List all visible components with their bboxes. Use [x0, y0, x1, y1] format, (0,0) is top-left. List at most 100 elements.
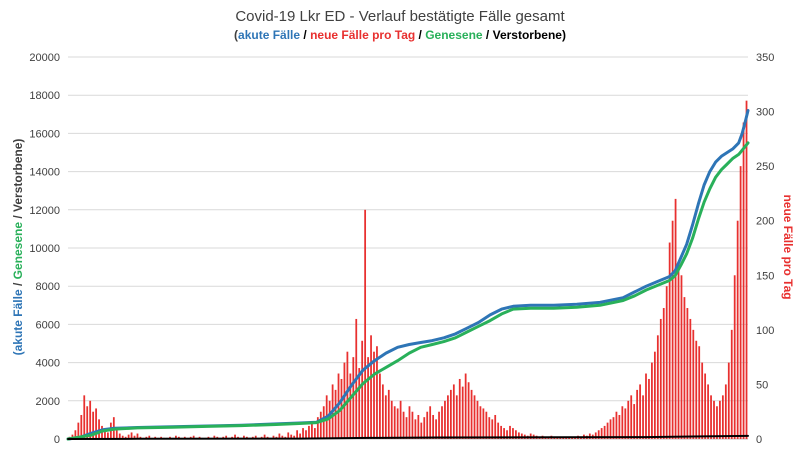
bar-neue-faelle	[662, 308, 665, 439]
bar-neue-faelle	[278, 433, 281, 439]
bar-neue-faelle	[695, 340, 698, 439]
line-series	[66, 109, 750, 441]
bar-neue-faelle	[606, 422, 609, 439]
bar-neue-faelle	[624, 408, 627, 439]
bar-neue-faelle	[402, 411, 405, 439]
right-tick-label: 350	[756, 52, 774, 64]
bar-neue-faelle	[633, 404, 636, 439]
bar-neue-faelle	[95, 408, 97, 439]
bar-neue-faelle	[482, 408, 485, 439]
bar-neue-faelle	[467, 382, 470, 439]
bar-neue-faelle	[435, 419, 437, 439]
left-tick-label: 18000	[29, 90, 60, 102]
bar-neue-faelle	[133, 435, 136, 439]
bar-neue-faelle	[506, 430, 508, 439]
bar-neue-faelle	[730, 329, 733, 439]
bar-neue-faelle	[618, 414, 621, 439]
bar-neue-faelle	[517, 432, 520, 439]
bar-neue-faelle	[272, 435, 275, 439]
bar-neue-faelle	[393, 406, 396, 439]
bar-neue-faelle	[447, 395, 449, 439]
bar-neue-faelle	[405, 417, 408, 439]
bar-neue-faelle	[225, 435, 228, 439]
left-axis-akute: akute Fälle	[11, 289, 25, 351]
left-tick-label: 10000	[29, 243, 60, 255]
bar-neue-faelle	[387, 389, 390, 439]
bar-neue-faelle	[281, 435, 284, 439]
subtitle-sep-1: /	[300, 28, 311, 42]
bar-neue-faelle	[680, 275, 683, 439]
bar-neue-faelle	[432, 414, 435, 439]
bar-neue-faelle	[689, 318, 692, 439]
bar-neue-faelle	[83, 395, 86, 439]
bar-neue-faelle	[716, 406, 718, 439]
bar-neue-faelle	[127, 434, 130, 439]
left-tick-label: 8000	[36, 281, 60, 293]
bar-neue-faelle	[308, 425, 310, 439]
bar-neue-faelle	[710, 395, 712, 439]
bar-neue-faelle	[500, 425, 503, 439]
bar-neue-faelle	[571, 437, 573, 439]
bar-neue-faelle	[296, 430, 299, 439]
right-axis-title: neue Fälle pro Tag	[781, 194, 795, 299]
bar-neue-faelle	[92, 411, 95, 439]
bar-neue-faelle	[305, 430, 307, 439]
bar-neue-faelle	[107, 432, 109, 439]
bar-neue-faelle	[520, 433, 523, 439]
bar-neue-faelle	[373, 351, 375, 439]
subtitle-open: (	[234, 28, 239, 42]
bar-neue-faelle	[529, 433, 532, 439]
bar-neue-faelle	[74, 430, 77, 439]
bar-neue-faelle	[328, 400, 331, 439]
bar-neue-faelle	[562, 437, 565, 439]
bar-neue-faelle	[476, 400, 479, 439]
bar-neue-faelle	[512, 428, 514, 439]
bar-neue-faelle	[677, 264, 680, 439]
bar-neue-faelle	[461, 386, 464, 439]
line-genesene	[66, 141, 750, 441]
left-axis-sep-2: /	[11, 212, 25, 222]
subtitle-sep-2: /	[415, 28, 426, 42]
bar-neue-faelle	[438, 411, 440, 439]
bar-neue-faelle	[470, 389, 473, 439]
bar-series-neue-faelle	[68, 100, 748, 440]
bar-neue-faelle	[411, 411, 414, 439]
bar-neue-faelle	[98, 419, 100, 439]
bar-neue-faelle	[390, 400, 393, 439]
bar-neue-faelle	[319, 411, 322, 439]
bar-neue-faelle	[630, 395, 633, 439]
bar-neue-faelle	[316, 417, 319, 439]
bar-neue-faelle	[719, 400, 721, 439]
bar-neue-faelle	[683, 297, 686, 439]
bar-neue-faelle	[381, 384, 384, 439]
bar-neue-faelle	[639, 384, 641, 439]
chart-subtitle: (akute Fälle / neue Fälle pro Tag / Gene…	[0, 28, 800, 42]
bar-neue-faelle	[86, 406, 89, 439]
right-tick-label: 150	[756, 270, 774, 282]
left-tick-label: 12000	[29, 205, 60, 217]
bar-neue-faelle	[80, 414, 83, 439]
left-axis-sep-1: /	[11, 279, 25, 289]
bar-neue-faelle	[349, 373, 352, 439]
right-tick-label: 300	[756, 107, 774, 119]
bar-neue-faelle	[175, 435, 177, 439]
bar-neue-faelle	[503, 428, 505, 439]
bar-neue-faelle	[136, 433, 139, 439]
bar-neue-faelle	[444, 400, 446, 439]
bar-neue-faelle	[724, 384, 727, 439]
subtitle-neue: neue Fälle pro Tag	[310, 28, 416, 42]
bar-neue-faelle	[491, 419, 494, 439]
bar-neue-faelle	[665, 286, 668, 439]
right-tick-label: 100	[756, 325, 774, 337]
bar-neue-faelle	[293, 435, 296, 439]
bar-neue-faelle	[653, 351, 656, 439]
bar-neue-faelle	[603, 425, 606, 439]
bar-neue-faelle	[452, 384, 455, 439]
subtitle-close: )	[561, 28, 566, 42]
bar-neue-faelle	[234, 434, 236, 439]
bar-neue-faelle	[686, 308, 689, 439]
bar-neue-faelle	[367, 357, 369, 439]
bar-neue-faelle	[396, 408, 399, 439]
bar-neue-faelle	[701, 362, 704, 439]
